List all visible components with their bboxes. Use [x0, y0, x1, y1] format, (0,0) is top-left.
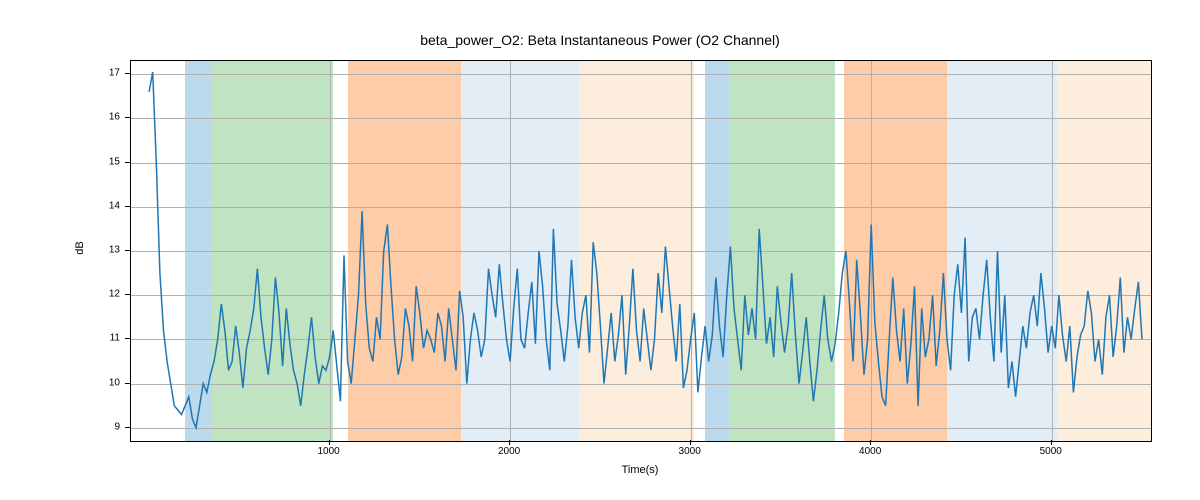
- x-tick-mark: [509, 440, 510, 445]
- y-tick-mark: [125, 162, 130, 163]
- data-line: [149, 72, 1142, 428]
- x-tick-label: 2000: [498, 446, 520, 457]
- x-tick-mark: [690, 440, 691, 445]
- x-tick-mark: [870, 440, 871, 445]
- y-tick-mark: [125, 117, 130, 118]
- x-tick-label: 3000: [679, 446, 701, 457]
- y-tick-mark: [125, 73, 130, 74]
- x-tick-label: 1000: [317, 446, 339, 457]
- y-tick-mark: [125, 383, 130, 384]
- y-tick-mark: [125, 338, 130, 339]
- x-tick-mark: [329, 440, 330, 445]
- x-axis-label: Time(s): [130, 464, 1150, 476]
- x-tick-label: 5000: [1040, 446, 1062, 457]
- x-tick-mark: [1051, 440, 1052, 445]
- plot-area: [130, 60, 1152, 442]
- x-tick-label: 4000: [859, 446, 881, 457]
- y-axis-label: dB: [74, 238, 86, 258]
- y-tick-mark: [125, 206, 130, 207]
- line-series: [131, 61, 1151, 441]
- y-tick-mark: [125, 250, 130, 251]
- y-tick-mark: [125, 427, 130, 428]
- chart-title: beta_power_O2: Beta Instantaneous Power …: [0, 32, 1200, 48]
- y-tick-mark: [125, 294, 130, 295]
- chart-container: beta_power_O2: Beta Instantaneous Power …: [0, 0, 1200, 500]
